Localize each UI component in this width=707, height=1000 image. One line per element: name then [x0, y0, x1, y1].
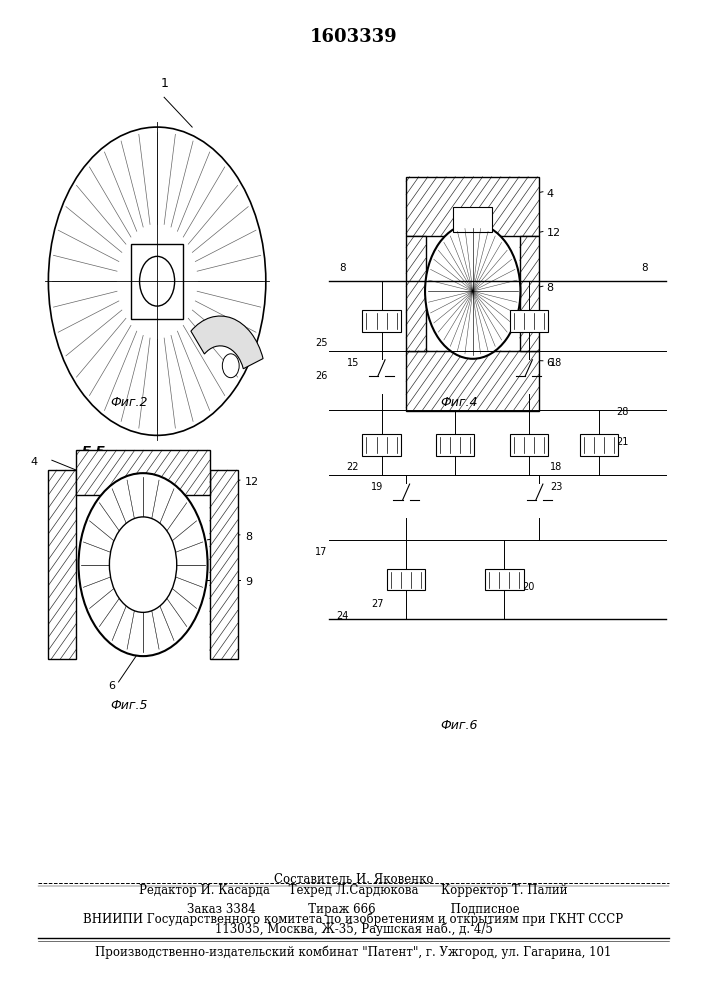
Bar [362, 434, 401, 456]
Bar [406, 351, 539, 410]
Wedge shape [191, 316, 263, 369]
Bar [76, 450, 210, 495]
Text: Фиг.6: Фиг.6 [440, 719, 477, 732]
Text: 6: 6 [108, 681, 115, 691]
Text: 8: 8 [641, 263, 648, 273]
Text: 23: 23 [550, 482, 562, 492]
Circle shape [110, 517, 177, 612]
Text: Фиг.4: Фиг.4 [440, 396, 477, 409]
Text: 17: 17 [315, 547, 327, 557]
Bar [387, 569, 426, 590]
Text: 25: 25 [315, 338, 327, 348]
Text: Заказ 3384              Тираж 666                    Подписное: Заказ 3384 Тираж 666 Подписное [187, 903, 520, 916]
Bar [131, 244, 183, 319]
Bar [406, 236, 426, 351]
Text: 15: 15 [346, 358, 359, 368]
Text: 8: 8 [245, 532, 252, 542]
Text: 6: 6 [547, 358, 554, 368]
Text: 19: 19 [371, 482, 383, 492]
Text: 24: 24 [336, 611, 349, 621]
Text: 4: 4 [547, 189, 554, 199]
Text: Производственно-издательский комбинат "Патент", г. Ужгород, ул. Гагарина, 101: Производственно-издательский комбинат "П… [95, 946, 612, 959]
Bar [48, 470, 76, 659]
Circle shape [222, 354, 239, 378]
Text: 1603339: 1603339 [310, 28, 397, 46]
Text: 1: 1 [160, 77, 168, 90]
Text: ВНИИПИ Государственного комитета по изобретениям и открытиям при ГКНТ СССР: ВНИИПИ Государственного комитета по изоб… [83, 913, 624, 926]
Bar [453, 207, 492, 232]
Text: Редактор И. Касарда     Техред Л.Сардюкова      Корректор Т. Палий: Редактор И. Касарда Техред Л.Сардюкова К… [139, 884, 568, 897]
Bar [580, 434, 619, 456]
Text: 27: 27 [371, 599, 383, 609]
Text: Фиг.2: Фиг.2 [110, 396, 148, 409]
Bar [362, 310, 401, 332]
Text: Б-Б: Б-Б [82, 445, 106, 458]
Circle shape [139, 256, 175, 306]
Text: 113035, Москва, Ж-35, Раушская наб., д. 4/5: 113035, Москва, Ж-35, Раушская наб., д. … [214, 923, 493, 936]
Bar [520, 236, 539, 351]
Bar [406, 177, 539, 236]
Bar [436, 434, 474, 456]
Text: 4: 4 [31, 457, 38, 467]
Text: 20: 20 [522, 581, 534, 591]
Bar [510, 310, 548, 332]
Circle shape [48, 127, 266, 435]
Text: Составитель И. Яковенко: Составитель И. Яковенко [274, 873, 433, 886]
Text: 8: 8 [339, 263, 346, 273]
Text: 8: 8 [547, 283, 554, 293]
Text: 12: 12 [245, 477, 259, 487]
Bar [485, 569, 524, 590]
Text: 28: 28 [617, 407, 629, 417]
Text: 21: 21 [617, 437, 629, 447]
Text: А-А: А-А [411, 177, 436, 190]
Circle shape [425, 224, 520, 359]
Circle shape [78, 473, 208, 656]
Text: 18: 18 [550, 358, 562, 368]
Text: 18: 18 [550, 462, 562, 472]
Bar [210, 470, 238, 659]
Text: 9: 9 [245, 577, 252, 587]
Bar [510, 434, 548, 456]
Text: 22: 22 [346, 462, 359, 472]
Text: 12: 12 [547, 228, 561, 238]
Text: Фиг.5: Фиг.5 [110, 699, 148, 712]
Text: 26: 26 [315, 371, 327, 381]
